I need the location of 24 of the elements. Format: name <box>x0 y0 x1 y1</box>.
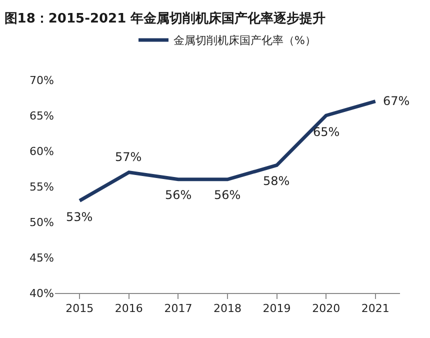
line-series <box>78 100 378 202</box>
data-label: 53% <box>66 210 93 224</box>
data-label: 67% <box>383 94 410 108</box>
legend-label: 金属切削机床国产化率（%） <box>174 34 316 48</box>
y-tick-label: 65% <box>30 109 54 122</box>
chart-title: 图18：2015-2021 年金属切削机床国产化率逐步提升 <box>4 10 326 27</box>
y-tick-label: 70% <box>30 74 54 87</box>
y-tick-label: 55% <box>30 180 54 194</box>
y-tick-label: 50% <box>30 216 54 229</box>
x-tick-label: 2017 <box>164 302 192 316</box>
x-tick-label: 2018 <box>214 302 242 316</box>
data-label: 56% <box>214 188 241 202</box>
x-tick-label: 2016 <box>114 302 143 316</box>
y-tick-label: 60% <box>30 144 54 158</box>
data-label: 65% <box>313 125 340 139</box>
x-tick-label: 2019 <box>262 302 291 316</box>
data-label: 57% <box>115 150 142 164</box>
x-tick-label: 2015 <box>66 302 94 316</box>
data-label: 58% <box>263 174 290 188</box>
x-tick-label: 2021 <box>361 302 390 316</box>
y-tick-label: 45% <box>30 251 54 264</box>
data-label: 56% <box>165 188 192 202</box>
x-tick-label: 2020 <box>312 302 340 316</box>
y-tick-label: 40% <box>30 286 54 300</box>
